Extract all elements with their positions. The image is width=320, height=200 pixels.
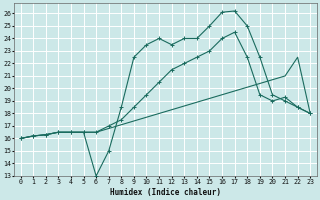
X-axis label: Humidex (Indice chaleur): Humidex (Indice chaleur) — [110, 188, 221, 197]
